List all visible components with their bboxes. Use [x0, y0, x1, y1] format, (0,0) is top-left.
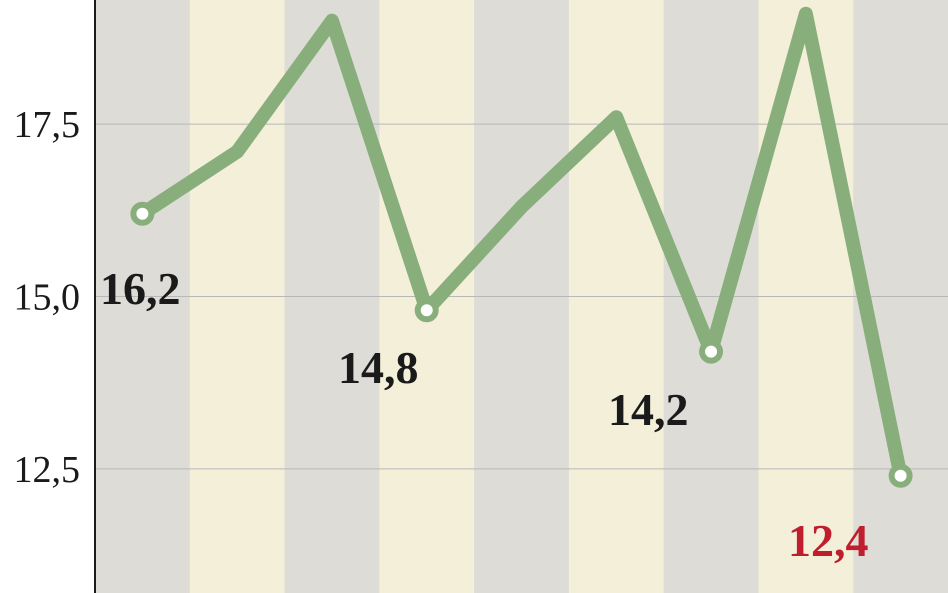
- y-tick-label: 12,5: [14, 449, 81, 491]
- y-tick-label: 15,0: [14, 277, 81, 319]
- line-chart: 12,5 15,0 17,5 16,2 14,8 14,2 12,4: [0, 0, 948, 593]
- series-marker: [133, 205, 151, 223]
- series-marker: [702, 343, 720, 361]
- value-label: 14,2: [608, 384, 689, 435]
- value-label: 16,2: [100, 263, 181, 314]
- value-label: 12,4: [788, 515, 869, 566]
- series-marker: [418, 301, 436, 319]
- value-label: 14,8: [338, 342, 419, 393]
- series-marker: [892, 467, 910, 485]
- y-tick-label: 17,5: [14, 104, 81, 146]
